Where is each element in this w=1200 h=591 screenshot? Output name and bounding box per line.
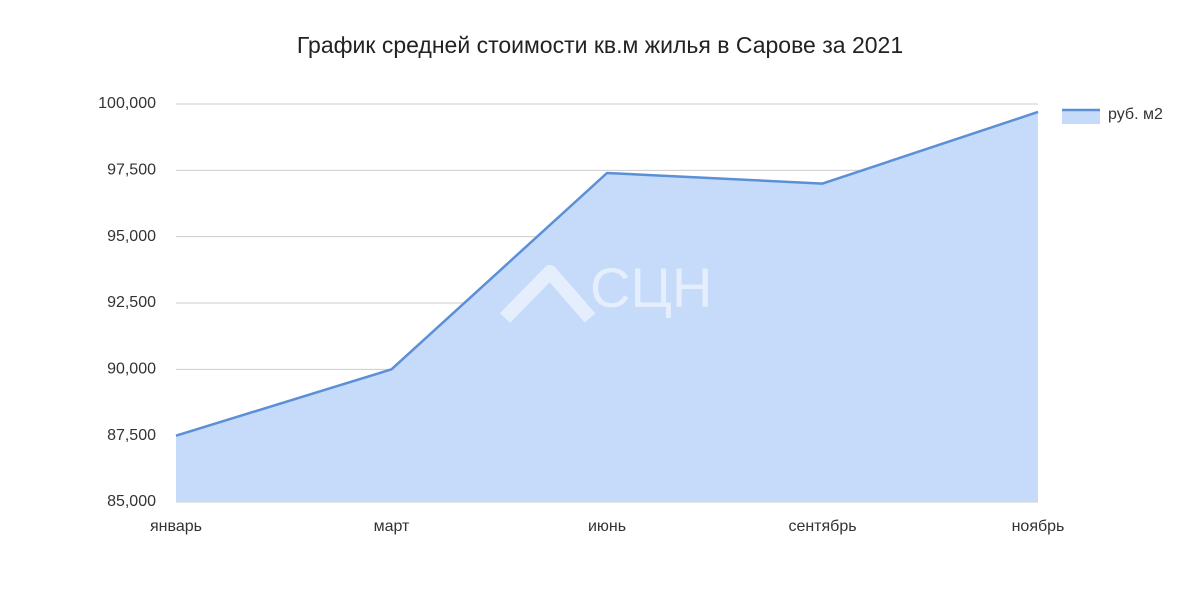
watermark-logo xyxy=(499,265,596,323)
watermark: СЦН xyxy=(590,256,712,319)
x-tick-label: сентябрь xyxy=(788,518,856,535)
y-tick-label: 100,000 xyxy=(98,95,156,112)
chart-title: График средней стоимости кв.м жилья в Са… xyxy=(297,32,903,58)
x-tick-label: март xyxy=(374,518,410,535)
y-tick-label: 92,500 xyxy=(107,294,156,311)
x-tick-label: ноябрь xyxy=(1012,518,1065,535)
y-tick-label: 87,500 xyxy=(107,427,156,444)
legend-swatch xyxy=(1062,110,1100,124)
y-tick-label: 95,000 xyxy=(107,228,156,245)
x-tick-label: июнь xyxy=(588,518,626,535)
legend-label: руб. м2 xyxy=(1108,106,1163,123)
y-tick-label: 85,000 xyxy=(107,493,156,510)
y-tick-label: 90,000 xyxy=(107,361,156,378)
x-tick-label: январь xyxy=(150,518,202,535)
area-line xyxy=(175,110,1039,437)
y-tick-label: 97,500 xyxy=(107,162,156,179)
area-fill xyxy=(176,111,1038,503)
